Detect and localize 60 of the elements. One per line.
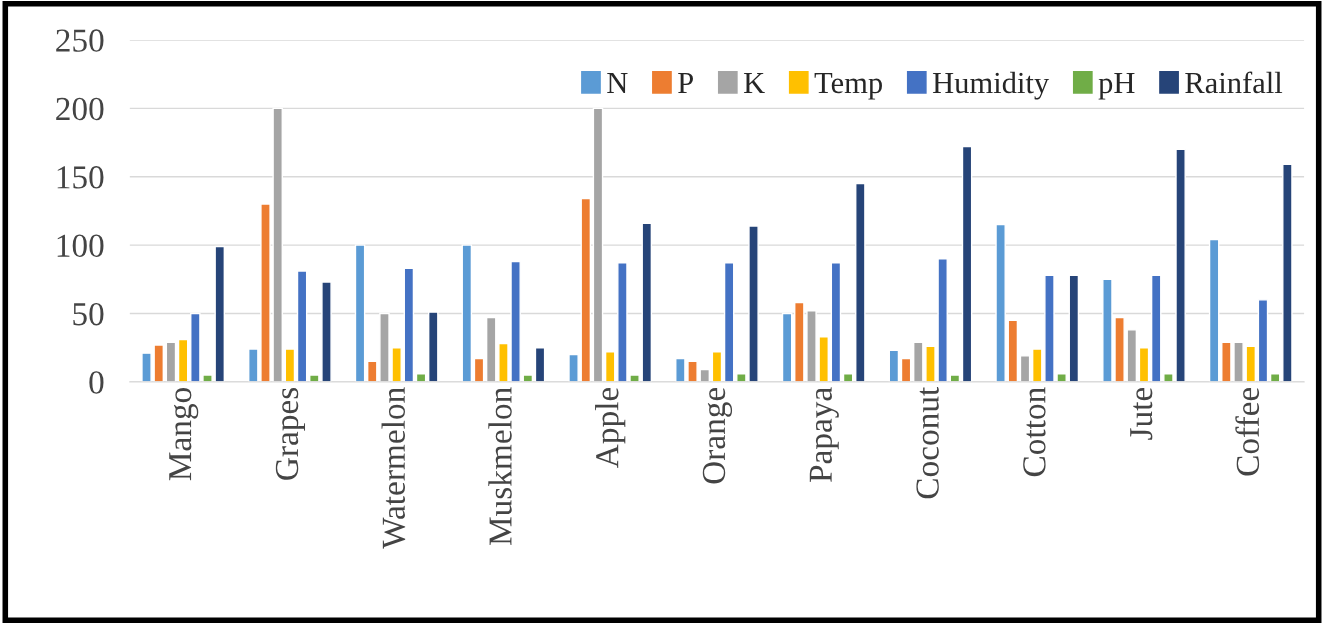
bar <box>641 222 653 382</box>
bar <box>1150 274 1162 382</box>
bar <box>1208 238 1220 382</box>
bar <box>604 351 616 382</box>
bar <box>485 316 497 382</box>
bar <box>1257 299 1269 382</box>
legend-label: K <box>743 72 765 93</box>
bar <box>961 145 973 382</box>
bar <box>580 197 592 382</box>
bar <box>534 346 546 382</box>
bar <box>284 348 296 382</box>
bar <box>900 357 912 382</box>
bar <box>177 338 189 382</box>
y-tick-label: 250 <box>56 29 104 52</box>
bar <box>781 312 793 382</box>
bar <box>473 357 485 382</box>
bar <box>830 262 842 382</box>
legend-label: Humidity <box>932 71 1050 100</box>
bar <box>1068 274 1080 382</box>
legend-label: pH <box>1098 72 1135 100</box>
bar <box>296 270 308 382</box>
bar <box>165 341 177 382</box>
legend-label: P <box>678 72 693 93</box>
x-tick-label: Apple <box>595 387 626 468</box>
bar <box>1019 355 1031 382</box>
bar <box>592 107 604 382</box>
x-tick-label: Jute <box>1130 387 1153 440</box>
bar <box>1007 319 1019 382</box>
bar <box>461 244 473 382</box>
bar <box>723 262 735 382</box>
x-tick-label: Coconut <box>916 386 939 499</box>
bar <box>949 374 961 382</box>
bar <box>711 351 723 382</box>
x-tick-label: Grapes <box>275 387 306 480</box>
legend-label: Temp <box>814 72 882 100</box>
bar <box>568 353 579 382</box>
x-tick-label: Cotton <box>1023 387 1046 477</box>
y-tick-label: 150 <box>57 166 104 189</box>
x-tick-label: Mango <box>169 388 199 481</box>
y-tick-label: 50 <box>73 302 104 326</box>
bar <box>1282 163 1293 382</box>
bar <box>522 374 534 382</box>
bar <box>888 349 900 382</box>
x-tick-label: Muskmelon <box>488 387 512 546</box>
bar <box>427 311 439 382</box>
x-tick-label: Coffee <box>1235 387 1260 476</box>
legend-label: N <box>607 72 628 93</box>
x-tick-label: Papaya <box>809 387 839 483</box>
bar <box>855 182 866 382</box>
bar <box>1126 329 1138 382</box>
bar <box>1138 346 1150 382</box>
y-tick-label: 100 <box>57 234 104 257</box>
y-tick-label: 0 <box>89 371 104 394</box>
x-tick-label: Watermelon <box>381 387 406 549</box>
bar <box>354 244 366 382</box>
bar <box>995 223 1006 382</box>
bar <box>403 267 415 382</box>
x-tick-label: Orange <box>702 387 733 484</box>
legend-label: Rainfall <box>1185 71 1283 94</box>
y-tick-label: 200 <box>56 97 104 121</box>
